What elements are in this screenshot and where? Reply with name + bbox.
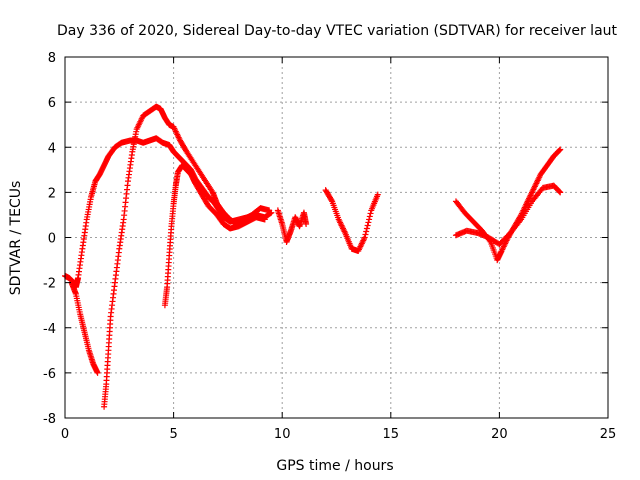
- grid-lines: [65, 57, 608, 418]
- series-deep-dip-branch: [101, 103, 273, 410]
- data-point: [328, 197, 335, 204]
- y-tick-label: 2: [48, 186, 56, 201]
- data-point: [366, 213, 373, 220]
- series-rise-to-peak: [62, 135, 275, 291]
- data-point: [557, 189, 564, 196]
- series-segment-18-23: [452, 146, 564, 264]
- x-axis-label: GPS time / hours: [276, 458, 393, 474]
- y-tick-label: 6: [48, 96, 56, 111]
- series-segment-18-23-low: [452, 182, 564, 248]
- x-tick-label: 5: [169, 427, 177, 442]
- y-axis-label: SDTVAR / TECUs: [8, 181, 24, 296]
- data-point: [363, 225, 370, 232]
- y-tick-label: -8: [43, 412, 56, 427]
- y-tick-label: 8: [48, 51, 56, 66]
- x-tick-label: 0: [61, 427, 69, 442]
- data-point: [363, 228, 370, 235]
- data-point: [303, 220, 310, 227]
- data-point: [367, 210, 374, 217]
- y-tick-label: -2: [43, 277, 56, 292]
- series-drop-branch: [68, 279, 101, 376]
- x-tick-label: 10: [274, 427, 291, 442]
- y-tick-label: 4: [48, 141, 56, 156]
- x-tick-label: 20: [491, 427, 508, 442]
- x-tick-label: 15: [383, 427, 400, 442]
- data-point: [261, 216, 268, 223]
- series-segment-12-14: [322, 187, 381, 255]
- data-point: [94, 369, 101, 376]
- data-point: [374, 191, 381, 198]
- data-point: [364, 222, 371, 229]
- y-tick-label: 0: [48, 232, 56, 247]
- data-point: [556, 147, 563, 154]
- y-tick-label: -4: [43, 322, 56, 337]
- series-late-rise-branch: [161, 162, 268, 309]
- data-point: [366, 216, 373, 223]
- data-series: [62, 103, 564, 410]
- axis-ticks: 0 5 10 15 20 25 -8 -6 -4 -2 0 2 4 6 8: [43, 51, 616, 442]
- data-point: [365, 219, 372, 226]
- data-point: [266, 207, 273, 214]
- y-tick-label: -6: [43, 367, 56, 382]
- chart-title: Day 336 of 2020, Sidereal Day-to-day VTE…: [57, 23, 618, 39]
- data-point: [557, 146, 564, 153]
- data-point: [361, 234, 368, 241]
- x-tick-label: 25: [600, 427, 617, 442]
- data-point: [362, 231, 369, 238]
- data-point: [556, 188, 563, 195]
- series-segment-10-11: [274, 207, 310, 246]
